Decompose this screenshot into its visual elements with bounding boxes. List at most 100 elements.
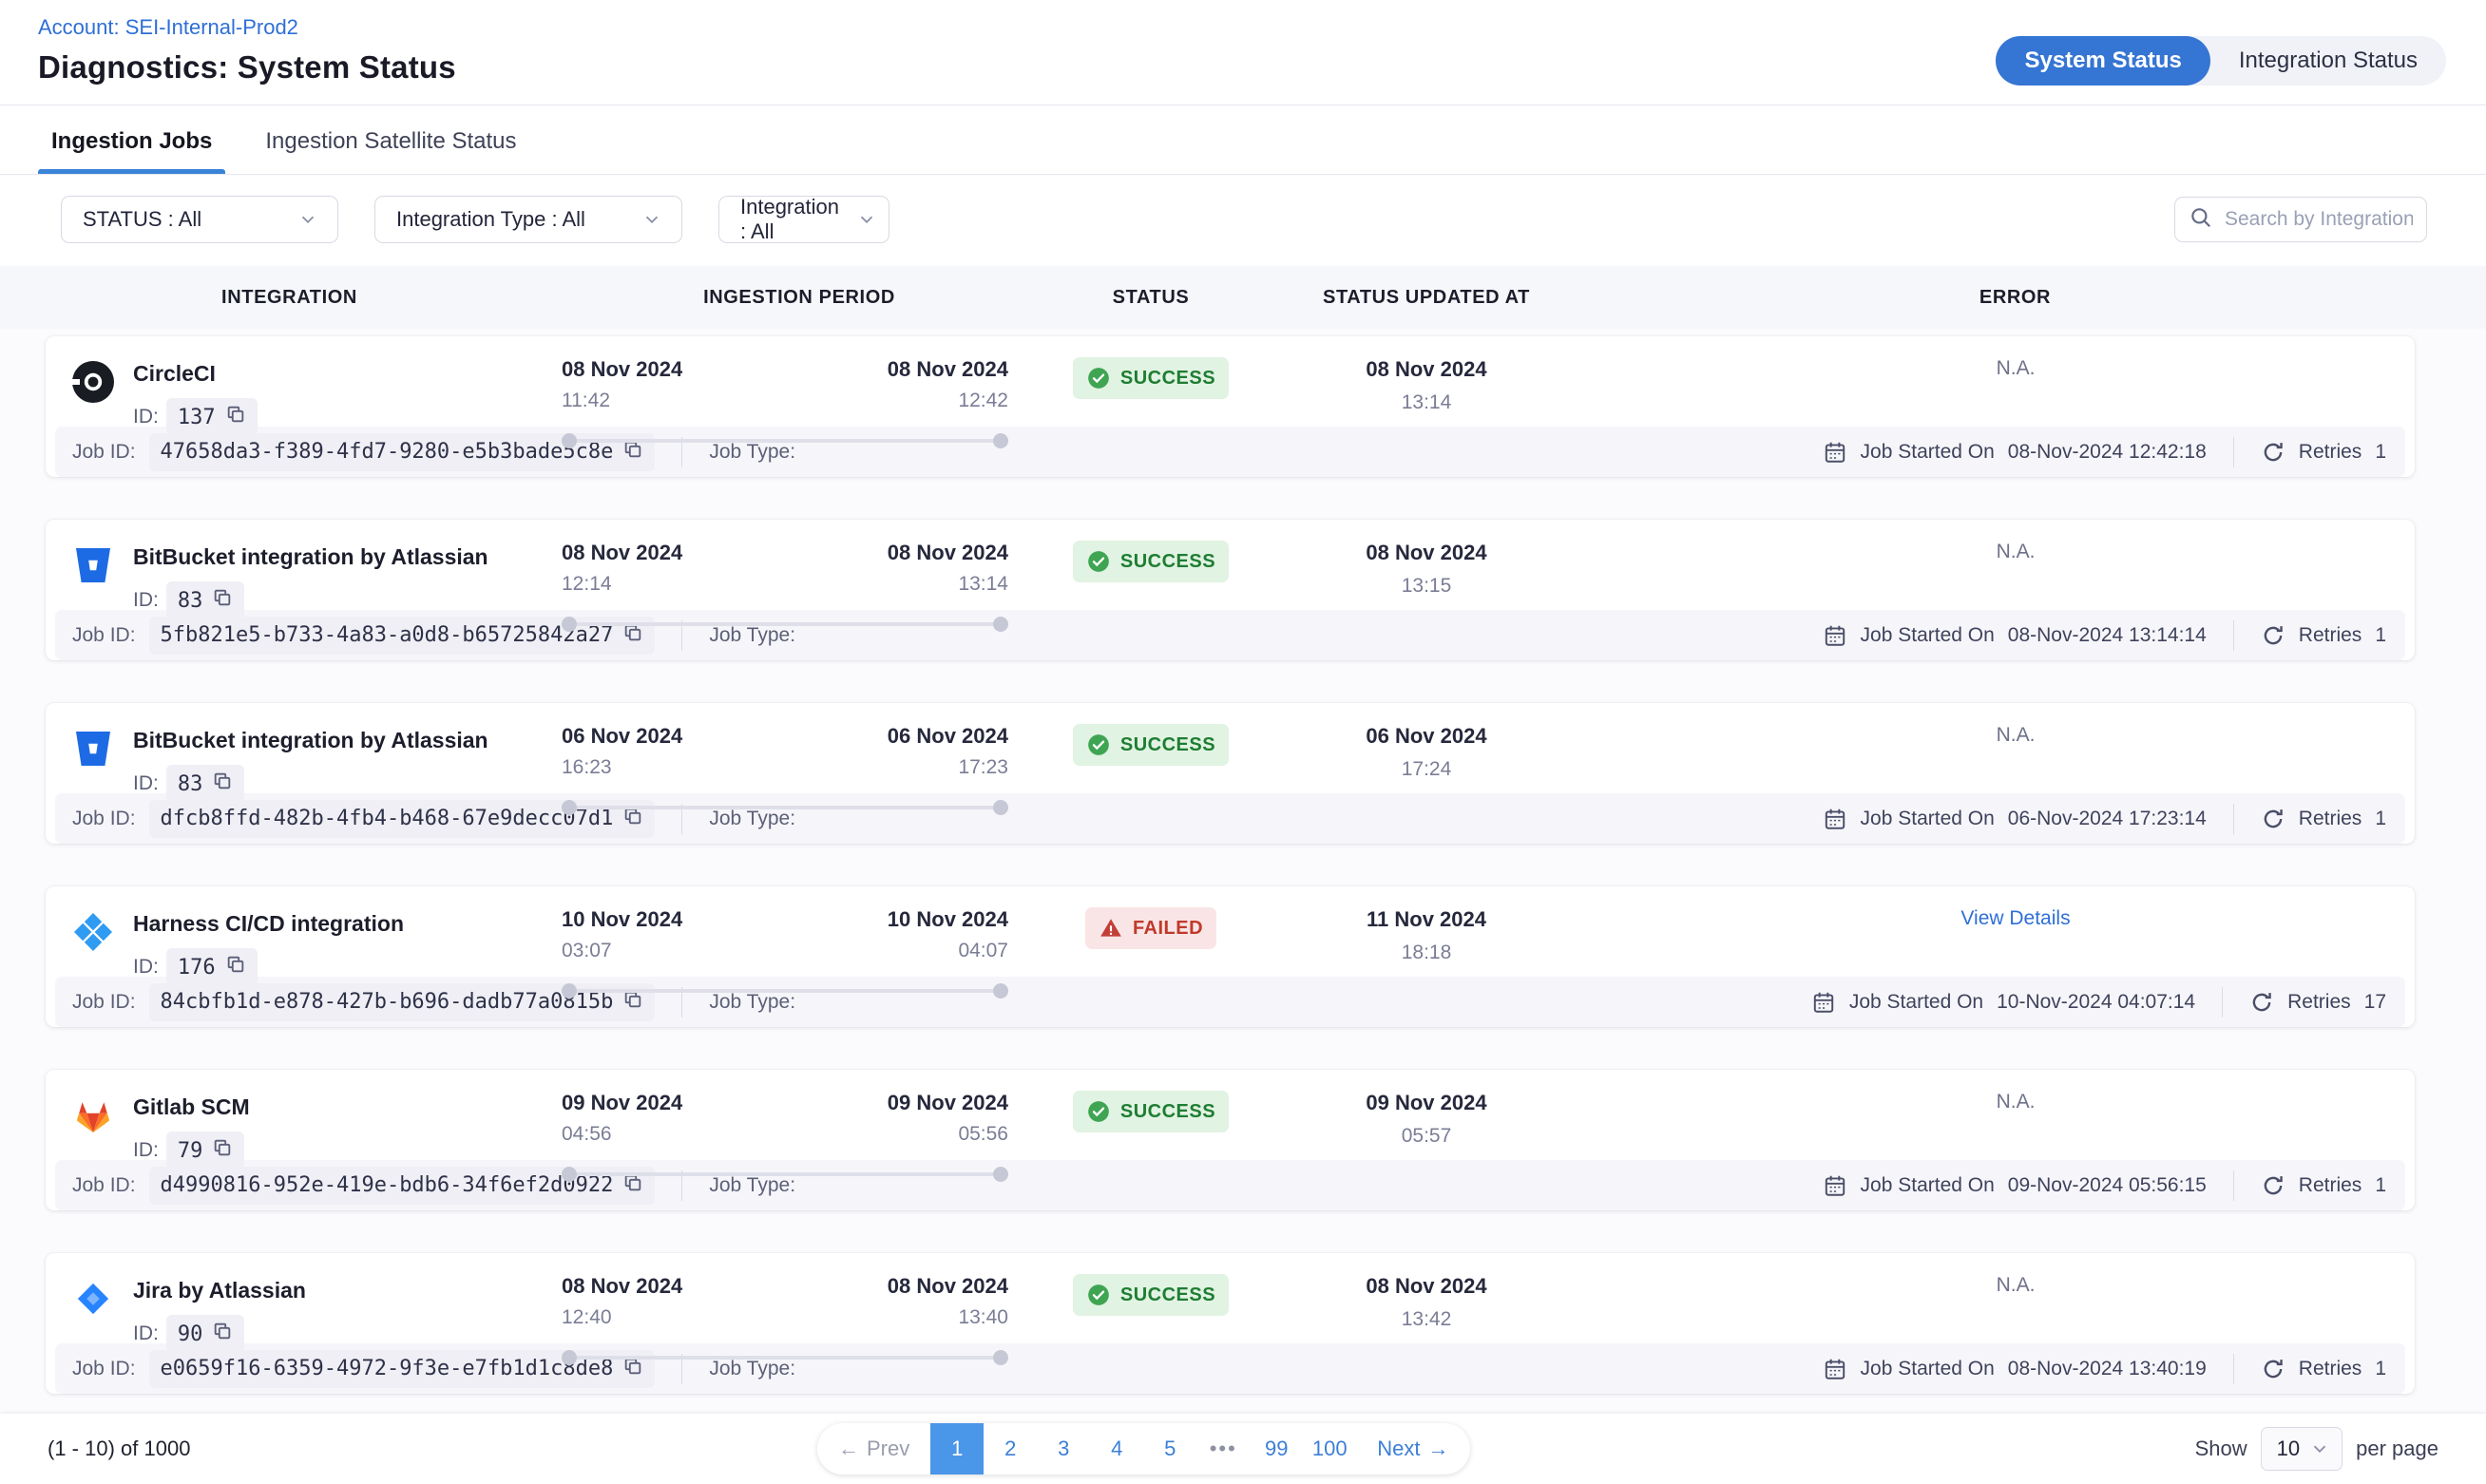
period-end-date: 09 Nov 2024 <box>887 1091 1008 1114</box>
copy-icon[interactable] <box>212 771 233 797</box>
integration-id-chip[interactable]: 137 <box>165 398 258 436</box>
arrow-right-icon: → <box>1427 1436 1449 1460</box>
integration-filter-dropdown[interactable]: Integration : All <box>718 195 889 243</box>
integration-id-chip[interactable]: 176 <box>165 948 258 986</box>
slider-start-handle[interactable] <box>562 800 577 815</box>
divider <box>681 1353 683 1384</box>
slider-start-handle[interactable] <box>562 433 577 448</box>
slider-end-handle[interactable] <box>993 1167 1008 1182</box>
period-range-slider[interactable] <box>562 800 1008 815</box>
page-button-1[interactable]: 1 <box>930 1423 985 1474</box>
copy-icon[interactable] <box>212 1137 233 1164</box>
page-button-100[interactable]: 100 <box>1303 1423 1356 1474</box>
tab-ingestion-jobs[interactable]: Ingestion Jobs <box>37 105 226 174</box>
slider-end-handle[interactable] <box>993 617 1008 632</box>
integration-id-chip[interactable]: 90 <box>165 1315 245 1353</box>
status-label: SUCCESS <box>1119 367 1216 389</box>
status-filter-dropdown[interactable]: STATUS : All <box>61 196 338 243</box>
divider <box>2232 803 2234 834</box>
id-label: ID: <box>133 1322 159 1344</box>
status-label: SUCCESS <box>1119 1100 1216 1122</box>
gitlab-icon <box>70 1093 116 1138</box>
search-box <box>2174 197 2427 242</box>
table-row: BitBucket integration by Atlassian ID: 8… <box>46 703 2415 844</box>
refresh-icon <box>2261 623 2285 648</box>
slider-end-handle[interactable] <box>993 433 1008 448</box>
copy-icon[interactable] <box>212 1321 233 1347</box>
integration-id-chip[interactable]: 83 <box>165 581 245 619</box>
page-button-3[interactable]: 3 <box>1037 1423 1090 1474</box>
period-start-date: 09 Nov 2024 <box>562 1091 683 1114</box>
job-started-on-value: 08-Nov-2024 13:40:19 <box>2007 1357 2207 1379</box>
status-updated-date: 06 Nov 2024 <box>1366 724 1487 748</box>
page-button-4[interactable]: 4 <box>1090 1423 1143 1474</box>
integration-id-chip[interactable]: 79 <box>165 1132 245 1170</box>
period-range-slider[interactable] <box>562 433 1008 448</box>
period-range-slider[interactable] <box>562 983 1008 999</box>
period-end-date: 08 Nov 2024 <box>887 1274 1008 1298</box>
integration-filter-label: Integration : All <box>740 195 839 243</box>
system-status-toggle-button[interactable]: System Status <box>1996 36 2210 86</box>
account-link[interactable]: Account: SEI-Internal-Prod2 <box>38 15 298 39</box>
tab-ingestion-satellite-status[interactable]: Ingestion Satellite Status <box>265 128 517 154</box>
page-size-select[interactable]: 10 <box>2260 1427 2343 1471</box>
job-started-on-label: Job Started On <box>1860 440 1995 463</box>
retries-value: 1 <box>2375 440 2386 463</box>
column-integration: INTEGRATION <box>221 286 357 308</box>
integration-status-toggle-button[interactable]: Integration Status <box>2210 36 2446 86</box>
copy-icon[interactable] <box>225 404 246 430</box>
page-button-2[interactable]: 2 <box>984 1423 1037 1474</box>
prev-page-button[interactable]: ← Prev <box>817 1423 930 1474</box>
job-started-on-value: 10-Nov-2024 04:07:14 <box>1997 990 2196 1013</box>
integration-id-chip[interactable]: 83 <box>165 765 245 803</box>
period-range-slider[interactable] <box>562 617 1008 632</box>
chevron-down-icon <box>297 209 318 230</box>
table-body: CircleCI ID: 137 08 Nov 2024 11:42 <box>0 329 2486 1414</box>
slider-end-handle[interactable] <box>993 1350 1008 1365</box>
integration-name: Harness CI/CD integration <box>133 911 404 936</box>
integration-id: 176 <box>177 955 216 980</box>
period-start-time: 03:07 <box>562 940 612 961</box>
id-label: ID: <box>133 772 159 794</box>
slider-start-handle[interactable] <box>562 983 577 999</box>
period-end-date: 08 Nov 2024 <box>887 357 1008 381</box>
slider-end-handle[interactable] <box>993 800 1008 815</box>
integration-type-filter-dropdown[interactable]: Integration Type : All <box>374 196 682 243</box>
job-id: dfcb8ffd-482b-4fb4-b468-67e9decc07d1 <box>160 807 614 830</box>
page-buttons: 1 2 3 4 5 ••• 99 100 <box>930 1423 1356 1474</box>
period-range-slider[interactable] <box>562 1167 1008 1182</box>
page-size-value: 10 <box>2276 1436 2301 1460</box>
error-na: N.A. <box>1996 541 2036 562</box>
check-circle-icon <box>1086 366 1111 390</box>
status-updated-time: 13:14 <box>1401 391 1452 413</box>
search-input[interactable] <box>2225 208 2413 231</box>
job-id-label: Job ID: <box>72 623 136 646</box>
job-started-on-value: 09-Nov-2024 05:56:15 <box>2007 1173 2207 1196</box>
retries-label: Retries <box>2298 623 2362 646</box>
id-label: ID: <box>133 1139 159 1161</box>
column-status: STATUS <box>1112 286 1190 308</box>
status-badge: FAILED <box>1084 907 1217 949</box>
divider <box>2222 986 2224 1018</box>
copy-icon[interactable] <box>212 587 233 614</box>
copy-icon[interactable] <box>225 954 246 980</box>
slider-end-handle[interactable] <box>993 983 1008 999</box>
period-range-slider[interactable] <box>562 1350 1008 1365</box>
divider <box>2232 436 2234 467</box>
status-updated-date: 08 Nov 2024 <box>1366 541 1487 564</box>
next-page-button[interactable]: Next → <box>1356 1423 1469 1474</box>
page-button-5[interactable]: 5 <box>1143 1423 1196 1474</box>
integration-id: 137 <box>177 405 216 429</box>
table-row: BitBucket integration by Atlassian ID: 8… <box>46 520 2415 660</box>
job-started-on-value: 06-Nov-2024 17:23:14 <box>2007 807 2207 829</box>
calendar-icon <box>1823 1357 1847 1381</box>
refresh-icon <box>2261 1357 2285 1381</box>
slider-start-handle[interactable] <box>562 617 577 632</box>
error-view-details-link[interactable]: View Details <box>1960 907 2071 929</box>
circleci-icon <box>70 359 116 405</box>
slider-start-handle[interactable] <box>562 1350 577 1365</box>
calendar-icon <box>1811 990 1836 1015</box>
slider-start-handle[interactable] <box>562 1167 577 1182</box>
page-button-99[interactable]: 99 <box>1250 1423 1303 1474</box>
